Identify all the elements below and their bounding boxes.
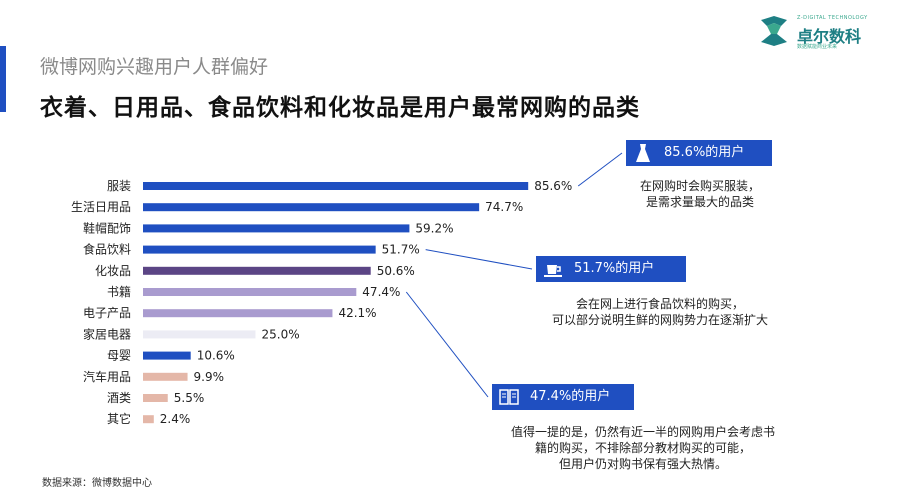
callout-line: 可以部分说明生鲜的网购势力在逐渐扩大 bbox=[551, 313, 768, 327]
callout-line: 会在网上进行食品饮料的购买， bbox=[575, 297, 744, 311]
callout-line: 但用户仍对购书保有强大热情。 bbox=[558, 457, 727, 471]
cup-icon bbox=[544, 265, 562, 277]
value-label: 51.7% bbox=[382, 243, 420, 257]
bar bbox=[143, 330, 256, 339]
page-title: 衣着、日用品、食品饮料和化妆品是用户最常网购的品类 bbox=[40, 95, 640, 121]
value-label: 42.1% bbox=[338, 306, 376, 320]
callout-header-text: 51.7%的用户 bbox=[574, 261, 655, 276]
bar bbox=[143, 415, 154, 424]
value-label: 9.9% bbox=[194, 370, 225, 384]
category-label: 书籍 bbox=[107, 284, 131, 299]
category-label: 其它 bbox=[107, 411, 131, 426]
category-label: 汽车用品 bbox=[83, 369, 131, 384]
value-label: 74.7% bbox=[485, 200, 523, 214]
callout-line: 是需求量最大的品类 bbox=[645, 195, 754, 209]
value-label: 85.6% bbox=[534, 179, 572, 193]
callout-header-text: 85.6%的用户 bbox=[664, 145, 745, 160]
callout-text-books: 值得一提的是，仍然有近一半的网购用户会考虑书 籍的购买，不排除部分教材购买的可能… bbox=[478, 424, 808, 472]
value-label: 25.0% bbox=[262, 327, 300, 341]
category-label: 化妆品 bbox=[95, 264, 131, 278]
bar bbox=[143, 224, 410, 233]
category-label: 母婴 bbox=[107, 349, 131, 363]
bar bbox=[143, 182, 529, 190]
value-label: 2.4% bbox=[160, 412, 191, 426]
logo-name: 卓尔数科 bbox=[797, 27, 862, 46]
connector-line bbox=[577, 152, 623, 187]
callout-line: 值得一提的是，仍然有近一半的网购用户会考虑书 bbox=[510, 425, 775, 439]
bar bbox=[143, 351, 191, 360]
callout-header-food: 51.7%的用户 bbox=[536, 256, 686, 282]
logo-tagline: Z-DIGITAL TECHNOLOGY bbox=[797, 15, 868, 21]
bar bbox=[143, 309, 333, 318]
bar bbox=[143, 372, 188, 381]
category-label: 食品饮料 bbox=[83, 242, 131, 257]
logo-subtitle: 数据赋能商业未来 bbox=[797, 44, 838, 50]
bar bbox=[143, 203, 480, 212]
category-label: 家居电器 bbox=[83, 326, 131, 341]
connector-line bbox=[425, 249, 533, 270]
bar bbox=[143, 266, 371, 275]
callout-header-clothing: 85.6%的用户 bbox=[626, 140, 772, 166]
accent-bar bbox=[0, 46, 6, 112]
category-label: 酒类 bbox=[107, 391, 131, 405]
dress-icon bbox=[636, 144, 650, 162]
bar bbox=[143, 245, 376, 254]
value-label: 47.4% bbox=[362, 285, 400, 299]
brand-logo: Z-DIGITAL TECHNOLOGY 卓尔数科 数据赋能商业未来 bbox=[757, 12, 897, 52]
value-label: 59.2% bbox=[415, 221, 453, 235]
callout-header-books: 47.4%的用户 bbox=[492, 384, 634, 410]
value-label: 5.5% bbox=[174, 391, 205, 405]
value-label: 10.6% bbox=[197, 349, 235, 363]
page-subtitle: 微博网购兴趣用户人群偏好 bbox=[40, 56, 269, 78]
callout-line: 籍的购买，不排除部分教材购买的可能， bbox=[534, 441, 751, 455]
callout-text-food: 会在网上进行食品饮料的购买， 可以部分说明生鲜的网购势力在逐渐扩大 bbox=[520, 296, 800, 328]
logo-mark-icon bbox=[761, 16, 787, 46]
value-label: 50.6% bbox=[377, 264, 415, 278]
category-label: 服装 bbox=[107, 179, 131, 193]
bar bbox=[143, 288, 357, 296]
category-label: 生活日用品 bbox=[71, 200, 131, 214]
callout-line: 在网购时会购买服装， bbox=[639, 179, 760, 193]
book-icon bbox=[499, 389, 519, 405]
callout-text-clothing: 在网购时会购买服装， 是需求量最大的品类 bbox=[610, 178, 790, 210]
connector-line bbox=[405, 291, 489, 398]
callout-header-text: 47.4%的用户 bbox=[530, 389, 611, 404]
category-label: 鞋帽配饰 bbox=[83, 220, 131, 235]
bar bbox=[143, 394, 168, 402]
data-source: 数据来源：微博数据中心 bbox=[42, 478, 152, 489]
category-label: 电子产品 bbox=[83, 306, 131, 320]
